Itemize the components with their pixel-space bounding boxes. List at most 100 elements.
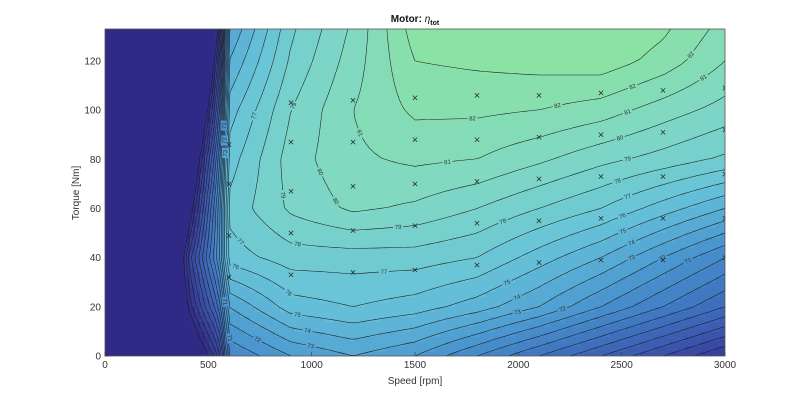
measurement-point [474,137,480,143]
contour-label-bg [234,235,247,248]
contour-line-67 [205,29,725,356]
measurement-point [288,188,294,194]
contour-label: 82 [629,83,638,91]
contour-line-71 [218,29,725,356]
measurement-point [660,215,666,221]
measurement-point [660,88,666,93]
contour-line-75 [225,29,725,324]
contour-label: 71 [225,335,232,343]
contour-label: 76 [231,264,240,272]
contour-label: 79 [290,101,298,110]
contour-label-bg [392,223,404,231]
contour-label-bg [551,101,564,110]
y-tick-label: 80 [90,155,102,166]
measurement-point [598,215,604,221]
contour-label-bg [467,115,478,122]
x-tick-label: 2000 [507,360,530,371]
measurement-point [350,139,356,145]
measurement-point [288,272,294,278]
contour-label-bg [621,191,634,202]
contour-label: 77 [624,193,633,201]
contour-label-bg [682,255,694,266]
measurement-point [226,142,232,148]
contour-label: 81 [700,74,709,83]
contour-line-69 [212,29,725,356]
contour-label-bg [501,277,513,288]
contour-label: 78 [614,178,623,186]
contour-label-bg [685,48,697,61]
measurement-point [722,171,725,177]
measurement-point [536,134,542,140]
measurement-point [350,269,356,275]
contour-label-bg [511,292,524,303]
contour-line-60 [183,29,218,356]
contour-line-80 [314,29,725,213]
measurement-point [536,92,542,98]
y-tick-label: 0 [95,352,101,363]
contour-label-bg [611,176,624,186]
contour-label: 82 [554,103,562,110]
y-tick-label: 40 [90,253,102,264]
measurement-point [226,274,232,280]
contour-label: 71 [222,122,228,130]
contour-label-bg [497,216,509,227]
y-axis: 0 20 40 60 80 100 120 [84,56,109,363]
contour-label: 72 [559,306,568,314]
contour-label-bg [292,240,303,248]
contour-label: 73 [223,149,229,157]
contour-label: 75 [619,228,628,236]
measurement-point [350,228,356,234]
y-tick-label: 100 [84,106,101,117]
contour-label: 75 [294,312,302,319]
measurement-point-layer [226,85,725,280]
measurement-point [226,233,232,238]
measurement-point [288,100,294,106]
contour-label: 72 [658,255,667,264]
contour-line-65 [198,29,725,356]
measurement-point [412,267,418,273]
contour-label-bg [282,287,295,299]
measurement-point [536,260,542,266]
contour-label: 72 [253,336,262,345]
contour-label-bg [556,304,569,314]
measurement-point [598,90,604,96]
contour-label: 78 [499,218,508,226]
contour-label-bg [625,237,638,248]
contour-label-bg [249,110,259,122]
contour-label-bg [616,211,629,221]
contour-label-bg [220,135,228,146]
measurement-point [474,220,480,226]
contour-line-78 [251,29,725,249]
x-axis: 0 500 1000 1500 2000 2500 3000 [102,352,737,371]
contour-label-bg [656,252,669,264]
contour-label: 81 [355,129,363,138]
contour-line-68 [209,29,725,356]
contour-label: 73 [628,254,637,263]
measurement-point [412,223,418,229]
contour-label: 77 [235,238,244,247]
contour-line-76 [227,29,725,307]
contour-line-62 [188,29,221,356]
contour-label: 74 [513,294,522,303]
contour-label: 79 [279,191,286,199]
measurement-point [536,218,542,224]
measurement-point [722,85,725,91]
contour-label: 81 [624,109,633,117]
contour-label-bg [621,154,634,164]
x-tick-label: 1000 [301,360,324,371]
contour-label-bg [378,268,390,276]
contour-label: 73 [514,309,523,317]
y-tick-label: 20 [90,302,102,313]
contour-label-layer: 7171717172727272737373737474747575757676… [220,48,710,351]
y-axis-label: Torque [Nm] [71,166,82,221]
contour-line-73 [222,29,725,356]
x-tick-label: 3000 [714,360,737,371]
measurement-point [660,129,666,135]
contour-label: 77 [381,269,389,275]
measurement-point [536,176,542,182]
y-tick-label: 60 [90,204,102,215]
measurement-point [412,137,418,143]
measurement-point [474,178,480,184]
contour-label: 71 [684,257,693,266]
